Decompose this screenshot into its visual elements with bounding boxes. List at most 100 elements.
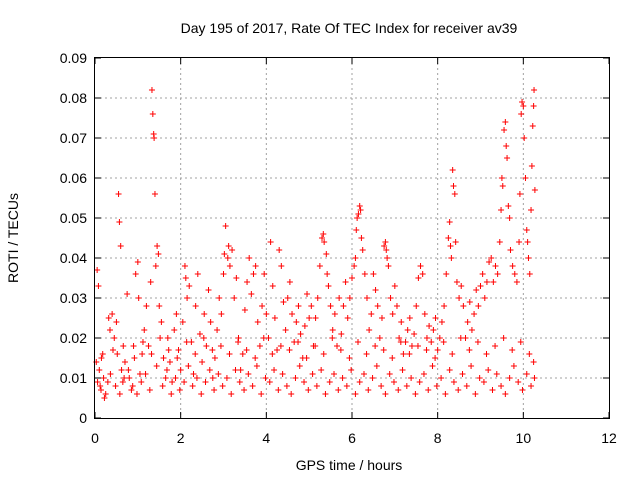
data-point	[432, 315, 439, 321]
data-point	[331, 311, 338, 317]
data-point	[284, 295, 291, 301]
data-point	[282, 327, 289, 333]
data-point	[455, 387, 462, 393]
data-point	[94, 379, 101, 385]
y-tick-label: 0.09	[60, 50, 87, 66]
data-point	[490, 279, 497, 285]
data-point	[192, 303, 199, 309]
data-point	[134, 259, 141, 265]
data-point	[232, 367, 239, 373]
data-point	[237, 367, 244, 373]
data-point	[109, 347, 116, 353]
data-point	[503, 143, 510, 149]
data-point	[154, 243, 161, 249]
data-point	[135, 295, 142, 301]
data-point	[521, 135, 528, 141]
data-point	[248, 291, 255, 297]
data-point	[207, 319, 214, 325]
data-point	[147, 279, 154, 285]
data-point	[348, 367, 355, 373]
data-point	[312, 315, 319, 321]
data-point	[97, 387, 104, 393]
data-point	[494, 271, 501, 277]
data-point	[215, 371, 222, 377]
data-point	[245, 371, 252, 377]
data-point	[322, 391, 329, 397]
data-point	[413, 303, 420, 309]
data-point	[226, 263, 233, 269]
data-point	[326, 379, 333, 385]
data-point	[312, 343, 319, 349]
data-point	[295, 339, 302, 345]
data-point	[414, 343, 421, 349]
data-point	[199, 359, 206, 365]
data-point	[254, 319, 261, 325]
data-point	[189, 383, 196, 389]
data-point	[458, 283, 465, 289]
data-point	[325, 283, 332, 289]
data-point	[382, 239, 389, 245]
data-point	[323, 251, 330, 257]
data-point	[235, 339, 242, 345]
data-point	[385, 263, 392, 269]
data-point	[256, 343, 263, 349]
data-point	[509, 263, 516, 269]
data-point	[216, 295, 223, 301]
data-point	[441, 303, 448, 309]
data-point	[266, 379, 273, 385]
data-point	[139, 339, 146, 345]
data-point	[193, 375, 200, 381]
data-point	[412, 391, 419, 397]
data-point	[133, 391, 140, 397]
data-point	[196, 331, 203, 337]
data-point	[353, 227, 360, 233]
data-point	[531, 87, 538, 93]
data-point	[104, 379, 111, 385]
data-point	[271, 315, 278, 321]
data-point	[528, 207, 535, 213]
data-point	[358, 235, 365, 241]
data-point	[217, 343, 224, 349]
data-point	[318, 367, 325, 373]
data-point	[120, 343, 127, 349]
y-tick-label: 0.04	[60, 250, 87, 266]
data-point	[423, 347, 430, 353]
data-point	[205, 287, 212, 293]
data-point	[447, 243, 454, 249]
data-point	[97, 383, 104, 389]
data-point	[351, 263, 358, 269]
data-point	[445, 235, 452, 241]
data-point	[297, 331, 304, 337]
data-point	[209, 347, 216, 353]
data-point	[262, 375, 269, 381]
data-point	[415, 275, 422, 281]
data-point	[488, 255, 495, 261]
y-tick-label: 0.01	[60, 370, 87, 386]
data-point	[471, 311, 478, 317]
data-point	[373, 363, 380, 369]
data-point	[175, 347, 182, 353]
data-point	[442, 391, 449, 397]
data-point	[274, 347, 281, 353]
data-point	[374, 303, 381, 309]
data-point	[296, 363, 303, 369]
data-point	[523, 227, 530, 233]
data-point	[156, 303, 163, 309]
data-point	[343, 383, 350, 389]
data-point	[357, 207, 364, 213]
x-tick-label: 4	[262, 430, 270, 446]
data-point	[117, 243, 124, 249]
data-point	[206, 367, 213, 373]
data-point	[391, 283, 398, 289]
data-point	[105, 315, 112, 321]
data-point	[408, 375, 415, 381]
data-point	[185, 363, 192, 369]
data-point	[211, 355, 218, 361]
data-point	[501, 127, 508, 133]
data-point	[481, 295, 488, 301]
data-point	[98, 355, 105, 361]
data-point	[479, 271, 486, 277]
data-point	[398, 319, 405, 325]
data-point	[148, 351, 155, 357]
data-point	[430, 327, 437, 333]
